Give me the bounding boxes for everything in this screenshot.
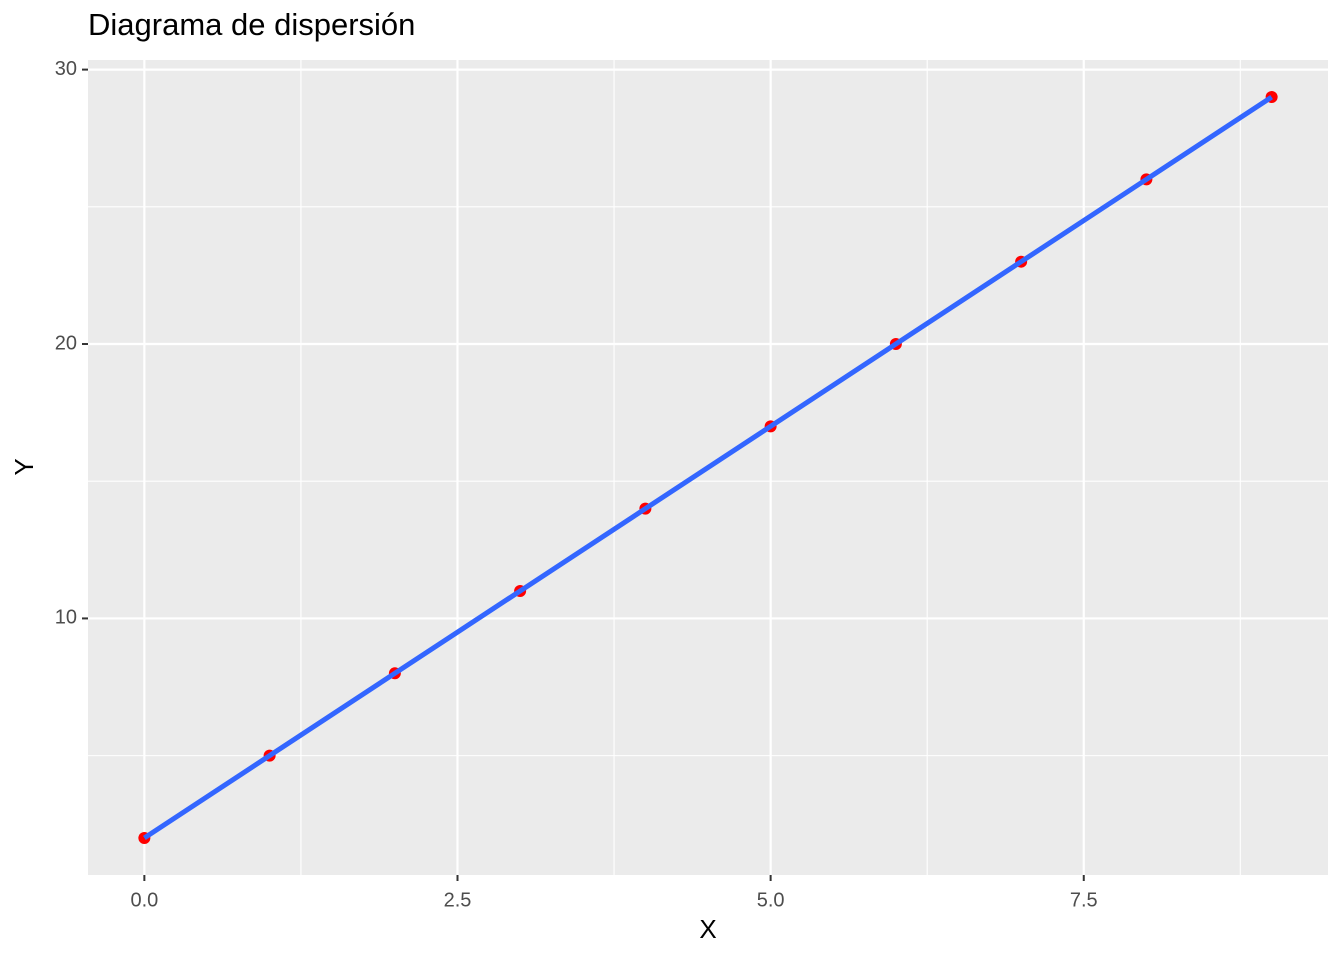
x-tick-label: 5.0 xyxy=(757,889,785,911)
y-tick-label: 20 xyxy=(55,332,77,354)
chart-title: Diagrama de dispersión xyxy=(88,7,415,42)
x-tick-label: 2.5 xyxy=(444,889,472,911)
trend-line xyxy=(142,94,1274,841)
x-tick-label: 7.5 xyxy=(1070,889,1098,911)
y-axis-title: Y xyxy=(9,458,39,475)
y-tick-label: 30 xyxy=(55,58,77,80)
x-axis-title: X xyxy=(699,914,716,944)
y-tick-label: 10 xyxy=(55,607,77,629)
x-tick-label: 0.0 xyxy=(130,889,158,911)
